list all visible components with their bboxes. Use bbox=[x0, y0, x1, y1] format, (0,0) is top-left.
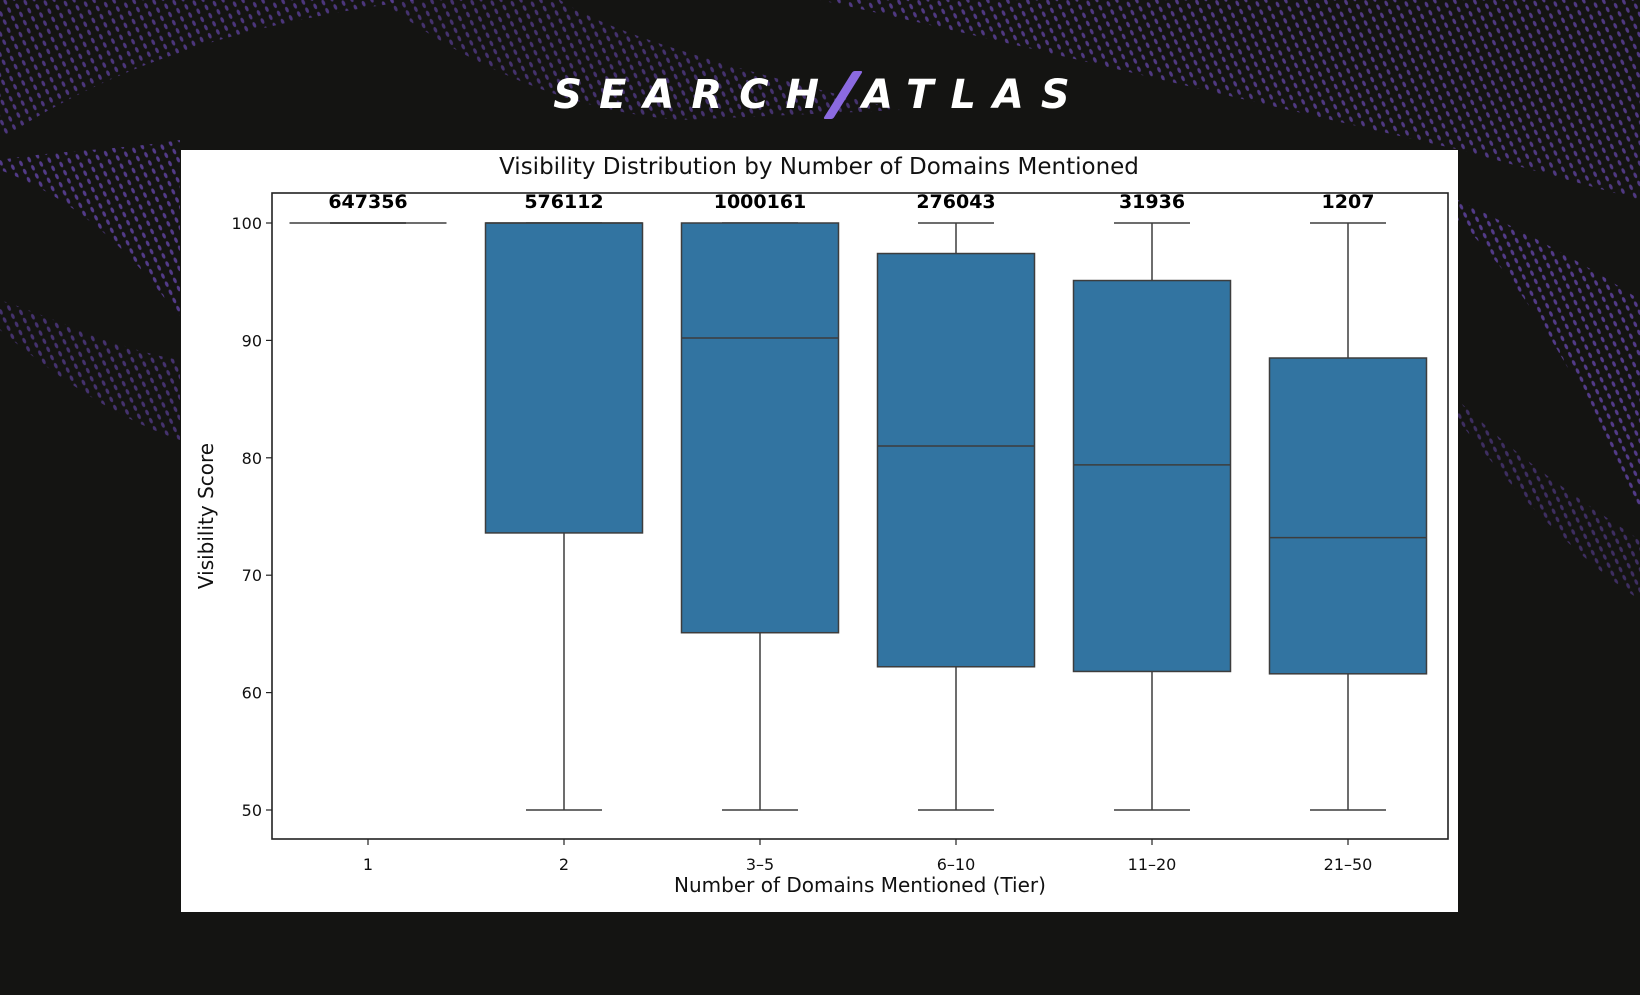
y-axis-label: Visibility Score bbox=[194, 443, 218, 589]
x-tick-label: 3–5 bbox=[746, 855, 774, 874]
sample-count-label: 647356 bbox=[328, 191, 407, 213]
search-atlas-logo: SEARCH ATLAS bbox=[0, 70, 1640, 120]
x-tick-label: 11–20 bbox=[1128, 855, 1177, 874]
iqr-box bbox=[876, 252, 1036, 668]
sample-count-label: 576112 bbox=[524, 191, 603, 213]
axes-frame bbox=[271, 192, 1449, 840]
boxplot-chart: Visibility Distribution by Number of Dom… bbox=[194, 154, 1449, 897]
x-tick-label: 21–50 bbox=[1324, 855, 1373, 874]
sample-count-label: 31936 bbox=[1119, 191, 1185, 213]
sample-count-label: 1000161 bbox=[714, 191, 807, 213]
y-tick-label: 100 bbox=[231, 214, 262, 233]
iqr-box bbox=[1072, 279, 1232, 673]
y-tick-label: 60 bbox=[242, 684, 262, 703]
iqr-box bbox=[484, 222, 644, 534]
logo-text-left: SEARCH bbox=[553, 72, 837, 118]
sample-count-label: 1207 bbox=[1322, 191, 1375, 213]
x-tick-label: 2 bbox=[559, 855, 569, 874]
plot-area: 50 60 70 80 90 100 1 647356 2 576112 3–5 1000161 6–1… bbox=[231, 191, 1428, 874]
y-tick-label: 70 bbox=[242, 566, 262, 585]
y-tick-label: 80 bbox=[242, 449, 262, 468]
x-tick-label: 1 bbox=[363, 855, 373, 874]
iqr-box bbox=[1268, 357, 1428, 675]
chart-title: Visibility Distribution by Number of Dom… bbox=[499, 154, 1139, 180]
sample-count-label: 276043 bbox=[916, 191, 995, 213]
y-tick-label: 50 bbox=[242, 801, 262, 820]
y-tick-label: 90 bbox=[242, 331, 262, 350]
x-axis-label: Number of Domains Mentioned (Tier) bbox=[674, 873, 1046, 897]
x-tick-label: 6–10 bbox=[937, 855, 976, 874]
logo-text-right: ATLAS bbox=[862, 72, 1087, 118]
iqr-box bbox=[680, 222, 840, 634]
chart-panel: Visibility Distribution by Number of Dom… bbox=[181, 150, 1458, 912]
